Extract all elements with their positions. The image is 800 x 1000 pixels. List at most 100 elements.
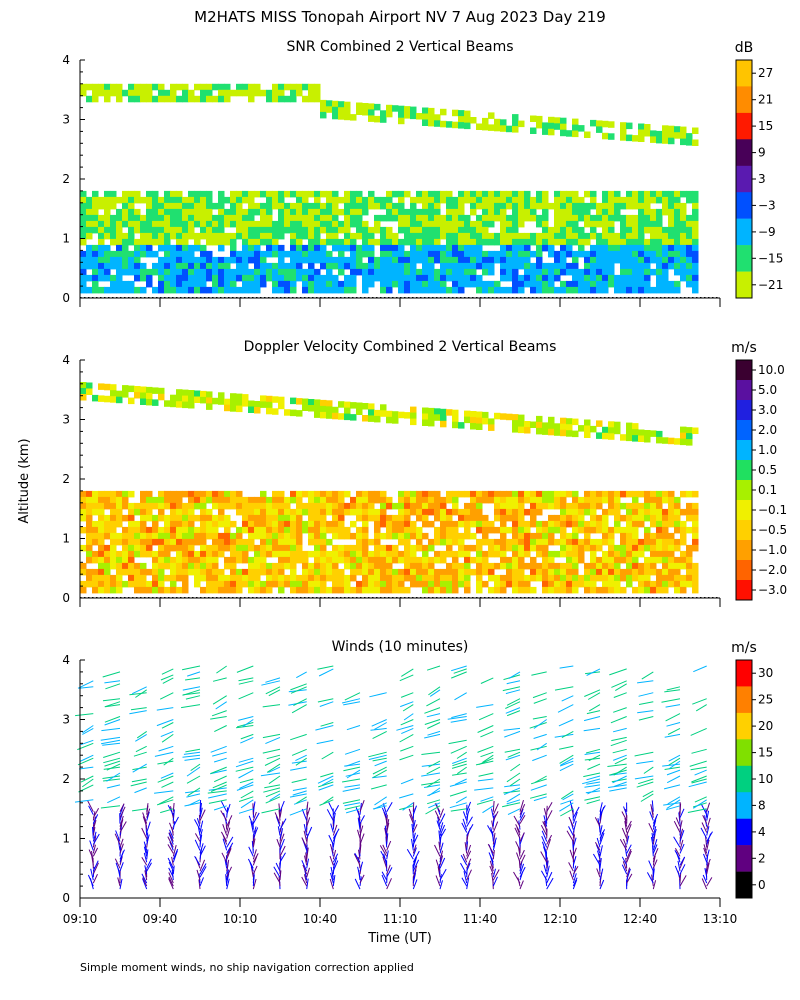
wind-barb	[530, 784, 547, 791]
heat-cell	[224, 574, 231, 582]
heat-cell	[536, 244, 543, 252]
heat-cell	[272, 89, 279, 97]
heat-cell	[110, 226, 117, 234]
heat-cell	[230, 580, 237, 588]
heat-cell	[170, 196, 177, 204]
heat-cell	[362, 103, 369, 110]
heat-cell	[332, 514, 339, 522]
heat-cell	[626, 232, 633, 240]
heat-cell	[362, 520, 369, 528]
heat-cell	[182, 389, 189, 397]
heat-cell	[368, 244, 375, 252]
heat-cell	[458, 550, 465, 558]
heat-cell	[470, 411, 477, 418]
heat-cell	[476, 250, 483, 258]
wind-barb	[88, 849, 94, 860]
heat-cell	[584, 190, 591, 198]
heat-cell	[80, 280, 87, 288]
heat-cell	[566, 130, 573, 137]
heat-cell	[578, 196, 585, 204]
heat-cell	[218, 398, 225, 405]
heat-cell	[506, 568, 513, 576]
heat-cell	[254, 550, 261, 558]
wind-barb	[412, 834, 419, 845]
heat-cell	[596, 202, 603, 210]
heat-cell	[464, 238, 471, 246]
wind-barb	[290, 733, 307, 741]
heat-cell	[518, 220, 525, 228]
heat-cell	[404, 526, 411, 534]
heat-cell	[206, 508, 213, 516]
heat-cell	[542, 538, 549, 546]
wind-barb	[92, 847, 99, 857]
heat-cell	[638, 238, 645, 246]
heat-cell	[512, 550, 519, 558]
heat-cell	[98, 514, 105, 522]
heat-cell	[110, 544, 117, 552]
heat-cell	[152, 220, 159, 228]
colorbar-label: 4	[758, 825, 766, 839]
heat-cell	[482, 550, 489, 558]
heat-cell	[104, 268, 111, 276]
heat-cell	[350, 562, 357, 570]
heat-cell	[446, 526, 453, 534]
heat-cell	[224, 520, 231, 528]
heat-cell	[176, 190, 183, 198]
heat-cell	[614, 574, 621, 582]
wind-barb	[428, 802, 441, 809]
heat-cell	[200, 526, 207, 534]
heat-cell	[182, 490, 189, 498]
heat-cell	[218, 502, 225, 510]
heat-cell	[548, 122, 555, 130]
heat-cell	[536, 490, 543, 498]
heat-cell	[116, 232, 123, 240]
heat-cell	[392, 574, 399, 582]
heat-cell	[350, 532, 357, 540]
heat-cell	[104, 83, 111, 91]
heat-cell	[278, 202, 285, 210]
heat-cell	[320, 286, 327, 294]
wind-barb	[317, 665, 334, 670]
heat-cell	[398, 202, 405, 210]
colorbar-swatch	[736, 139, 752, 166]
heat-cell	[686, 244, 693, 252]
heat-cell	[86, 232, 93, 240]
heat-cell	[158, 556, 165, 564]
heat-cell	[266, 395, 273, 403]
heat-cell	[356, 568, 363, 576]
heat-cell	[422, 520, 429, 528]
heat-cell	[644, 220, 651, 228]
heat-cell	[668, 208, 675, 216]
heat-cell	[194, 490, 201, 498]
heat-cell	[290, 544, 297, 552]
heat-cell	[608, 256, 615, 264]
heat-cell	[176, 280, 183, 288]
heat-cell	[170, 574, 177, 582]
heat-cell	[140, 286, 147, 294]
heat-cell	[572, 520, 579, 528]
heat-cell	[80, 274, 87, 282]
heat-cell	[254, 208, 261, 216]
heat-cell	[332, 544, 339, 552]
wind-barb	[664, 689, 681, 693]
heat-cell	[584, 562, 591, 570]
heat-cell	[494, 202, 501, 210]
heat-cell	[686, 250, 693, 258]
heat-cell	[686, 550, 693, 558]
heat-cell	[422, 407, 429, 414]
heat-cell	[152, 520, 159, 528]
wind-barb	[543, 864, 548, 875]
heat-cell	[674, 256, 681, 264]
heat-cell	[554, 490, 561, 498]
heat-cell	[278, 190, 285, 198]
heat-cell	[116, 83, 123, 91]
wind-barb	[168, 832, 174, 842]
heat-cell	[116, 268, 123, 276]
heat-cell	[458, 532, 465, 540]
heat-cell	[320, 190, 327, 198]
heat-cell	[566, 424, 573, 431]
heat-cell	[116, 226, 123, 234]
heat-cell	[590, 214, 597, 222]
heat-cell	[632, 562, 639, 570]
heat-cell	[548, 250, 555, 258]
